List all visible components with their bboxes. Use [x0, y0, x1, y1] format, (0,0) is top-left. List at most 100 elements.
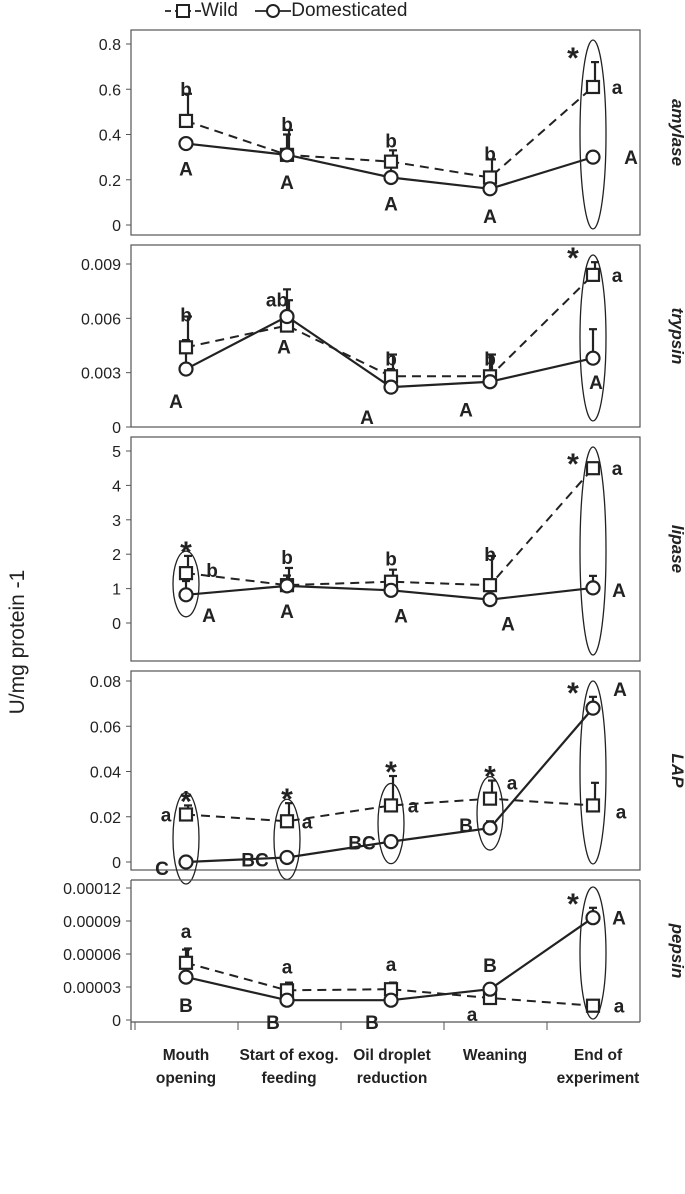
legend-label-wild: Wild [201, 0, 238, 21]
domesticated-letter: A [277, 338, 291, 359]
domesticated-letter: C [155, 859, 169, 880]
y-tick-label: 0.4 [99, 128, 121, 145]
domesticated-letter: A [202, 606, 216, 627]
wild-letter: a [302, 812, 313, 833]
solid-circle-marker-icon [255, 4, 292, 18]
significance-star: * [567, 242, 579, 275]
domesticated-circle-marker [383, 992, 399, 1008]
y-tick-label: 0.00003 [63, 980, 121, 997]
domesticated-letter: A [589, 373, 603, 394]
y-tick-label: 0.003 [81, 366, 121, 383]
domesticated-circle-marker [383, 582, 399, 598]
panel-frame [130, 244, 641, 428]
wild-letter: a [408, 796, 419, 817]
wild-letter: b [180, 305, 192, 326]
y-tick-label: 0.06 [90, 719, 121, 736]
significance-star: * [281, 783, 293, 816]
domesticated-letter: B [179, 996, 193, 1017]
y-tick-label: 0.08 [90, 674, 121, 691]
y-tick-label: 0.00009 [63, 914, 121, 931]
domesticated-letter: BC [241, 850, 269, 871]
domesticated-circle-marker [279, 308, 295, 325]
domesticated-circle-marker [585, 149, 601, 165]
significance-star: * [567, 677, 579, 710]
panel-title-amylase: amylase [668, 99, 685, 166]
y-tick-label: 0 [112, 855, 121, 872]
domesticated-circle-marker [178, 361, 194, 377]
significance-star: * [567, 888, 579, 921]
wild-letter: a [386, 955, 397, 976]
domesticated-letter: A [280, 173, 294, 194]
wild-letter: a [181, 922, 192, 943]
y-tick-label: 5 [112, 444, 121, 461]
wild-letter: a [507, 774, 518, 795]
y-tick-label: 3 [112, 513, 121, 530]
wild-square-marker [585, 79, 601, 95]
significance-ellipse [579, 39, 607, 230]
significance-star: * [567, 448, 579, 481]
domesticated-letter: A [360, 408, 374, 429]
domesticated-circle-marker [178, 587, 194, 603]
legend-label-domesticated: Domesticated [291, 0, 408, 21]
y-tick-label: 4 [112, 478, 121, 495]
domesticated-letter: A [613, 680, 627, 701]
significance-ellipse [172, 550, 200, 618]
wild-letter: b [484, 144, 496, 165]
wild-letter: a [612, 459, 623, 480]
wild-square-marker [585, 998, 601, 1013]
domesticated-circle-marker [585, 700, 601, 716]
wild-square-marker [585, 461, 601, 476]
panel-title-pepsin: pepsin [668, 923, 685, 979]
panel-title-LAP: LAP [668, 754, 685, 789]
wild-letter: b [484, 545, 496, 566]
wild-square-marker [482, 791, 498, 806]
domesticated-circle-marker [279, 849, 295, 866]
domesticated-letter: A [384, 194, 398, 215]
y-tick-label: 0 [112, 420, 121, 437]
wild-square-marker [383, 154, 399, 169]
category-label-4: End of experiment [556, 1047, 640, 1087]
domesticated-letter: A [612, 581, 626, 602]
wild-letter: a [282, 957, 293, 978]
wild-letter: a [467, 1005, 478, 1026]
domesticated-letter: A [169, 392, 183, 413]
wild-letter: b [484, 349, 496, 370]
domesticated-circle-marker [279, 147, 295, 163]
y-tick-label: 0 [112, 616, 121, 633]
wild-letter: ab [266, 291, 288, 312]
domesticated-circle-marker [383, 834, 399, 850]
y-tick-label: 0 [112, 218, 121, 235]
y-tick-label: 0.8 [99, 37, 121, 54]
y-tick-label: 0.00006 [63, 947, 121, 964]
domesticated-circle-marker [279, 992, 295, 1008]
domesticated-circle-marker [383, 379, 399, 395]
significance-ellipse [579, 886, 607, 1020]
domesticated-letter: A [612, 909, 626, 930]
wild-letter: a [161, 805, 172, 826]
domesticated-circle-marker [178, 135, 194, 152]
domesticated-circle-marker [178, 854, 194, 870]
domesticated-letter: A [483, 207, 497, 228]
y-tick-label: 0.2 [99, 173, 121, 190]
domesticated-circle-marker [482, 820, 498, 836]
significance-star: * [484, 761, 496, 794]
wild-square-marker [279, 814, 295, 829]
y-axis-label: U/mg protein -1 [6, 569, 29, 715]
domesticated-letter: A [624, 148, 638, 169]
domesticated-circle-marker [585, 580, 601, 596]
domesticated-letter: BC [348, 834, 376, 855]
significance-star: * [180, 536, 192, 569]
significance-ellipse [377, 782, 405, 865]
wild-letter: a [612, 266, 623, 287]
significance-ellipse [579, 446, 607, 656]
y-tick-label: 0.00012 [63, 881, 121, 898]
legend: Wild Domesticated [165, 0, 419, 24]
wild-square-marker [178, 566, 194, 581]
significance-ellipse [579, 254, 607, 422]
panel-title-trypsin: trypsin [668, 308, 685, 365]
wild-square-marker [178, 113, 194, 129]
domesticated-circle-marker [383, 169, 399, 186]
panel-frame [130, 29, 641, 236]
legend-item-wild: Wild [165, 0, 238, 22]
significance-ellipse [579, 680, 607, 865]
